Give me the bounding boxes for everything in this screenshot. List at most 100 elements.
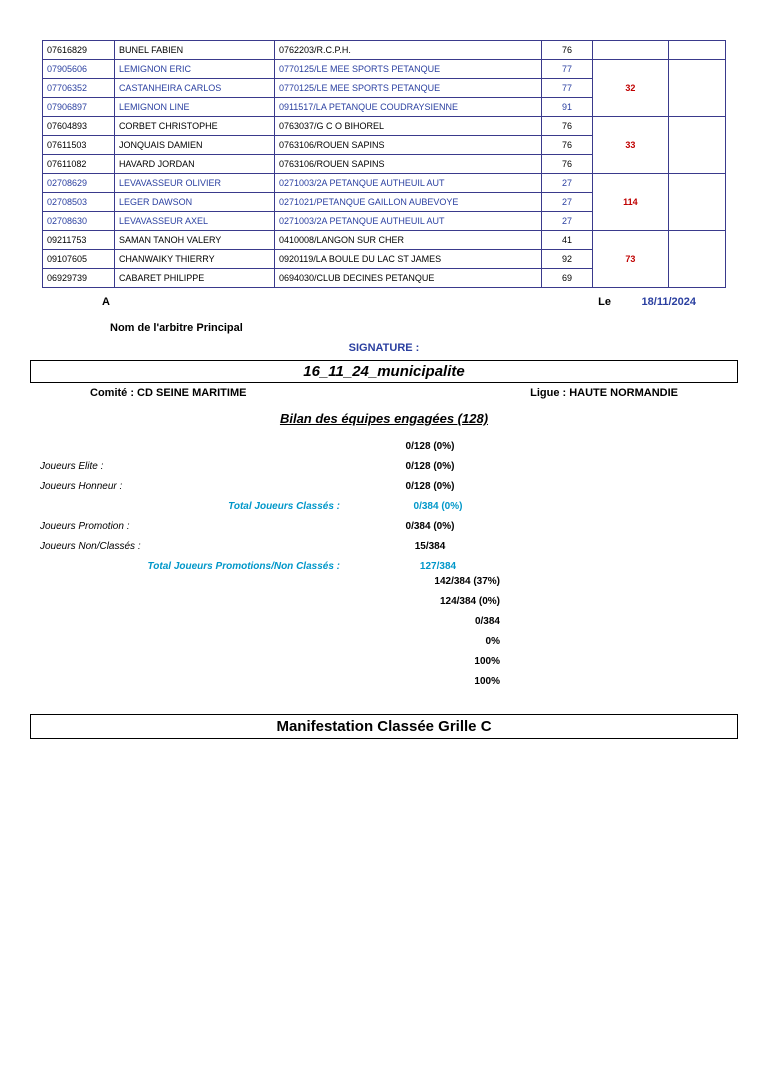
cell-num: 27 [542, 193, 592, 212]
cell-club: 0763037/G C O BIHOREL [274, 117, 541, 136]
cell-name: CORBET CHRISTOPHE [114, 117, 274, 136]
cell-score: 32 [592, 60, 668, 117]
stat-value: 0/384 (0%) [348, 501, 528, 512]
cell-num: 41 [542, 231, 592, 250]
grille-title: Manifestation Classée Grille C [30, 714, 738, 739]
cell-club: 0410008/LANGON SUR CHER [274, 231, 541, 250]
stats-block: 0/128 (0%) Joueurs Elite :0/128 (0%)Joue… [40, 436, 728, 696]
table-row: 07604893CORBET CHRISTOPHE0763037/G C O B… [43, 117, 726, 136]
cell-name: CHANWAIKY THIERRY [114, 250, 274, 269]
table-row: 09211753SAMAN TANOH VALERY0410008/LANGON… [43, 231, 726, 250]
stat-row: Total Joueurs Classés :0/384 (0%) [40, 496, 728, 516]
footer-row: A Le 18/11/2024 [42, 296, 726, 308]
comite-label: Comité : CD SEINE MARITIME [90, 387, 246, 399]
signature-label: SIGNATURE : [30, 342, 738, 354]
cell-club: 0762203/R.C.P.H. [274, 41, 541, 60]
stat-value: 0/128 (0%) [340, 481, 520, 492]
table-row: 02708629LEVAVASSEUR OLIVIER0271003/2A PE… [43, 174, 726, 193]
cell-name: JONQUAIS DAMIEN [114, 136, 274, 155]
stat-label: Joueurs Honneur : [40, 481, 340, 492]
cell-num: 92 [542, 250, 592, 269]
cell-club: 0271003/2A PETANQUE AUTHEUIL AUT [274, 212, 541, 231]
cell-score: 114 [592, 174, 668, 231]
stat-row: Joueurs Non/Classés :15/384 [40, 536, 728, 556]
comite-row: Comité : CD SEINE MARITIME Ligue : HAUTE… [90, 387, 678, 399]
cell-name: BUNEL FABIEN [114, 41, 274, 60]
cell-id: 07706352 [43, 79, 115, 98]
footer-date: 18/11/2024 [642, 296, 726, 308]
cell-score [592, 41, 668, 60]
cell-club: 0763106/ROUEN SAPINS [274, 136, 541, 155]
cell-id: 07616829 [43, 41, 115, 60]
stat-label: Joueurs Promotion : [40, 521, 340, 532]
cell-id: 02708503 [43, 193, 115, 212]
stat-label: Joueurs Non/Classés : [40, 541, 340, 552]
cell-name: CABARET PHILIPPE [114, 269, 274, 288]
cell-club: 0770125/LE MEE SPORTS PETANQUE [274, 60, 541, 79]
stat-row: Joueurs Promotion :0/384 (0%) [40, 516, 728, 536]
cell-id: 07906897 [43, 98, 115, 117]
cell-num: 76 [542, 155, 592, 174]
players-table: 07616829BUNEL FABIEN0762203/R.C.P.H.7607… [42, 40, 726, 288]
cell-id: 07905606 [43, 60, 115, 79]
stat-label: Total Joueurs Promotions/Non Classés : [40, 561, 348, 572]
cell-score: 33 [592, 117, 668, 174]
stat-top: 0/128 (0%) [340, 441, 520, 452]
cell-num: 69 [542, 269, 592, 288]
stat-value: 127/384 [348, 561, 528, 572]
cell-id: 06929739 [43, 269, 115, 288]
cell-name: CASTANHEIRA CARLOS [114, 79, 274, 98]
cell-club: 0271021/PETANQUE GAILLON AUBEVOYE [274, 193, 541, 212]
cell-num: 91 [542, 98, 592, 117]
cell-club: 0271003/2A PETANQUE AUTHEUIL AUT [274, 174, 541, 193]
stat-right-value: 142/384 (37%) [40, 576, 512, 596]
footer-a: A [42, 296, 110, 308]
cell-num: 27 [542, 174, 592, 193]
cell-club: 0694030/CLUB DECINES PETANQUE [274, 269, 541, 288]
cell-name: LEMIGNON ERIC [114, 60, 274, 79]
stat-label: Total Joueurs Classés : [40, 501, 348, 512]
cell-name: SAMAN TANOH VALERY [114, 231, 274, 250]
stat-value: 0/384 (0%) [340, 521, 520, 532]
cell-id: 07611082 [43, 155, 115, 174]
stat-row: Joueurs Honneur :0/128 (0%) [40, 476, 728, 496]
footer-le: Le [598, 296, 611, 308]
cell-num: 76 [542, 136, 592, 155]
arbitre-label: Nom de l'arbitre Principal [110, 322, 726, 334]
stat-row: Joueurs Elite :0/128 (0%) [40, 456, 728, 476]
stat-right-value: 100% [40, 676, 512, 696]
cell-name: HAVARD JORDAN [114, 155, 274, 174]
cell-num: 77 [542, 60, 592, 79]
stat-label: Joueurs Elite : [40, 461, 340, 472]
stat-row: Total Joueurs Promotions/Non Classés :12… [40, 556, 728, 576]
table-row: 07905606LEMIGNON ERIC0770125/LE MEE SPOR… [43, 60, 726, 79]
players-table-wrap: 07616829BUNEL FABIEN0762203/R.C.P.H.7607… [42, 40, 726, 288]
stat-right-value: 0/384 [40, 616, 512, 636]
stat-right-value: 124/384 (0%) [40, 596, 512, 616]
cell-id: 09107605 [43, 250, 115, 269]
cell-empty [669, 41, 726, 60]
cell-name: LEVAVASSEUR AXEL [114, 212, 274, 231]
cell-id: 02708629 [43, 174, 115, 193]
cell-empty [669, 60, 726, 117]
cell-name: LEGER DAWSON [114, 193, 274, 212]
cell-empty [669, 231, 726, 288]
table-row: 07616829BUNEL FABIEN0762203/R.C.P.H.76 [43, 41, 726, 60]
event-title: 16_11_24_municipalite [30, 360, 738, 383]
cell-id: 09211753 [43, 231, 115, 250]
cell-score: 73 [592, 231, 668, 288]
cell-club: 0911517/LA PETANQUE COUDRAYSIENNE [274, 98, 541, 117]
cell-num: 27 [542, 212, 592, 231]
ligue-label: Ligue : HAUTE NORMANDIE [530, 387, 678, 399]
stat-value: 15/384 [340, 541, 520, 552]
cell-id: 07604893 [43, 117, 115, 136]
stat-value: 0/128 (0%) [340, 461, 520, 472]
cell-num: 76 [542, 117, 592, 136]
cell-empty [669, 174, 726, 231]
stat-right-value: 100% [40, 656, 512, 676]
bilan-title: Bilan des équipes engagées (128) [30, 411, 738, 426]
cell-club: 0920119/LA BOULE DU LAC ST JAMES [274, 250, 541, 269]
cell-id: 02708630 [43, 212, 115, 231]
stat-right-value: 0% [40, 636, 512, 656]
cell-name: LEVAVASSEUR OLIVIER [114, 174, 274, 193]
